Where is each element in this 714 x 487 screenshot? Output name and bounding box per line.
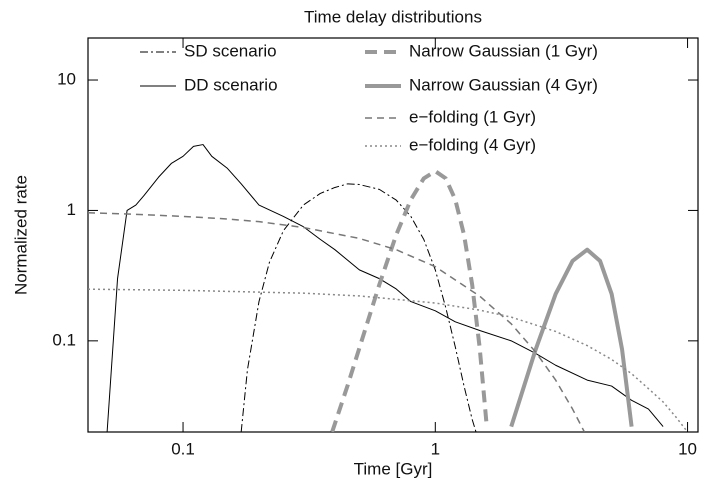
y-tick-label: 10 xyxy=(57,70,76,89)
legend-label: e−folding (1 Gyr) xyxy=(409,107,536,126)
series-line xyxy=(509,247,634,428)
legend-label: DD scenario xyxy=(184,75,278,94)
x-tick-label: 1 xyxy=(431,439,440,458)
series-line xyxy=(240,183,477,432)
series-line xyxy=(88,288,689,432)
legend-label: Narrow Gaussian (1 Gyr) xyxy=(409,41,598,60)
series-line xyxy=(88,211,586,432)
x-tick-label: 0.1 xyxy=(171,439,195,458)
x-tick-label: 10 xyxy=(678,439,697,458)
y-tick-label: 0.1 xyxy=(52,330,76,349)
plot-frame xyxy=(87,37,699,433)
legend-label: SD scenario xyxy=(184,41,277,60)
legend-label: Narrow Gaussian (4 Gyr) xyxy=(409,75,598,94)
chart-title: Time delay distributions xyxy=(304,7,482,26)
series-line xyxy=(330,169,489,432)
plot-area xyxy=(88,144,689,432)
series-line xyxy=(106,144,664,432)
legend-label: e−folding (4 Gyr) xyxy=(409,135,536,154)
y-axis-label: Normalized rate xyxy=(11,175,30,295)
y-tick-label: 1 xyxy=(67,200,76,219)
x-axis-label: Time [Gyr] xyxy=(354,459,433,478)
